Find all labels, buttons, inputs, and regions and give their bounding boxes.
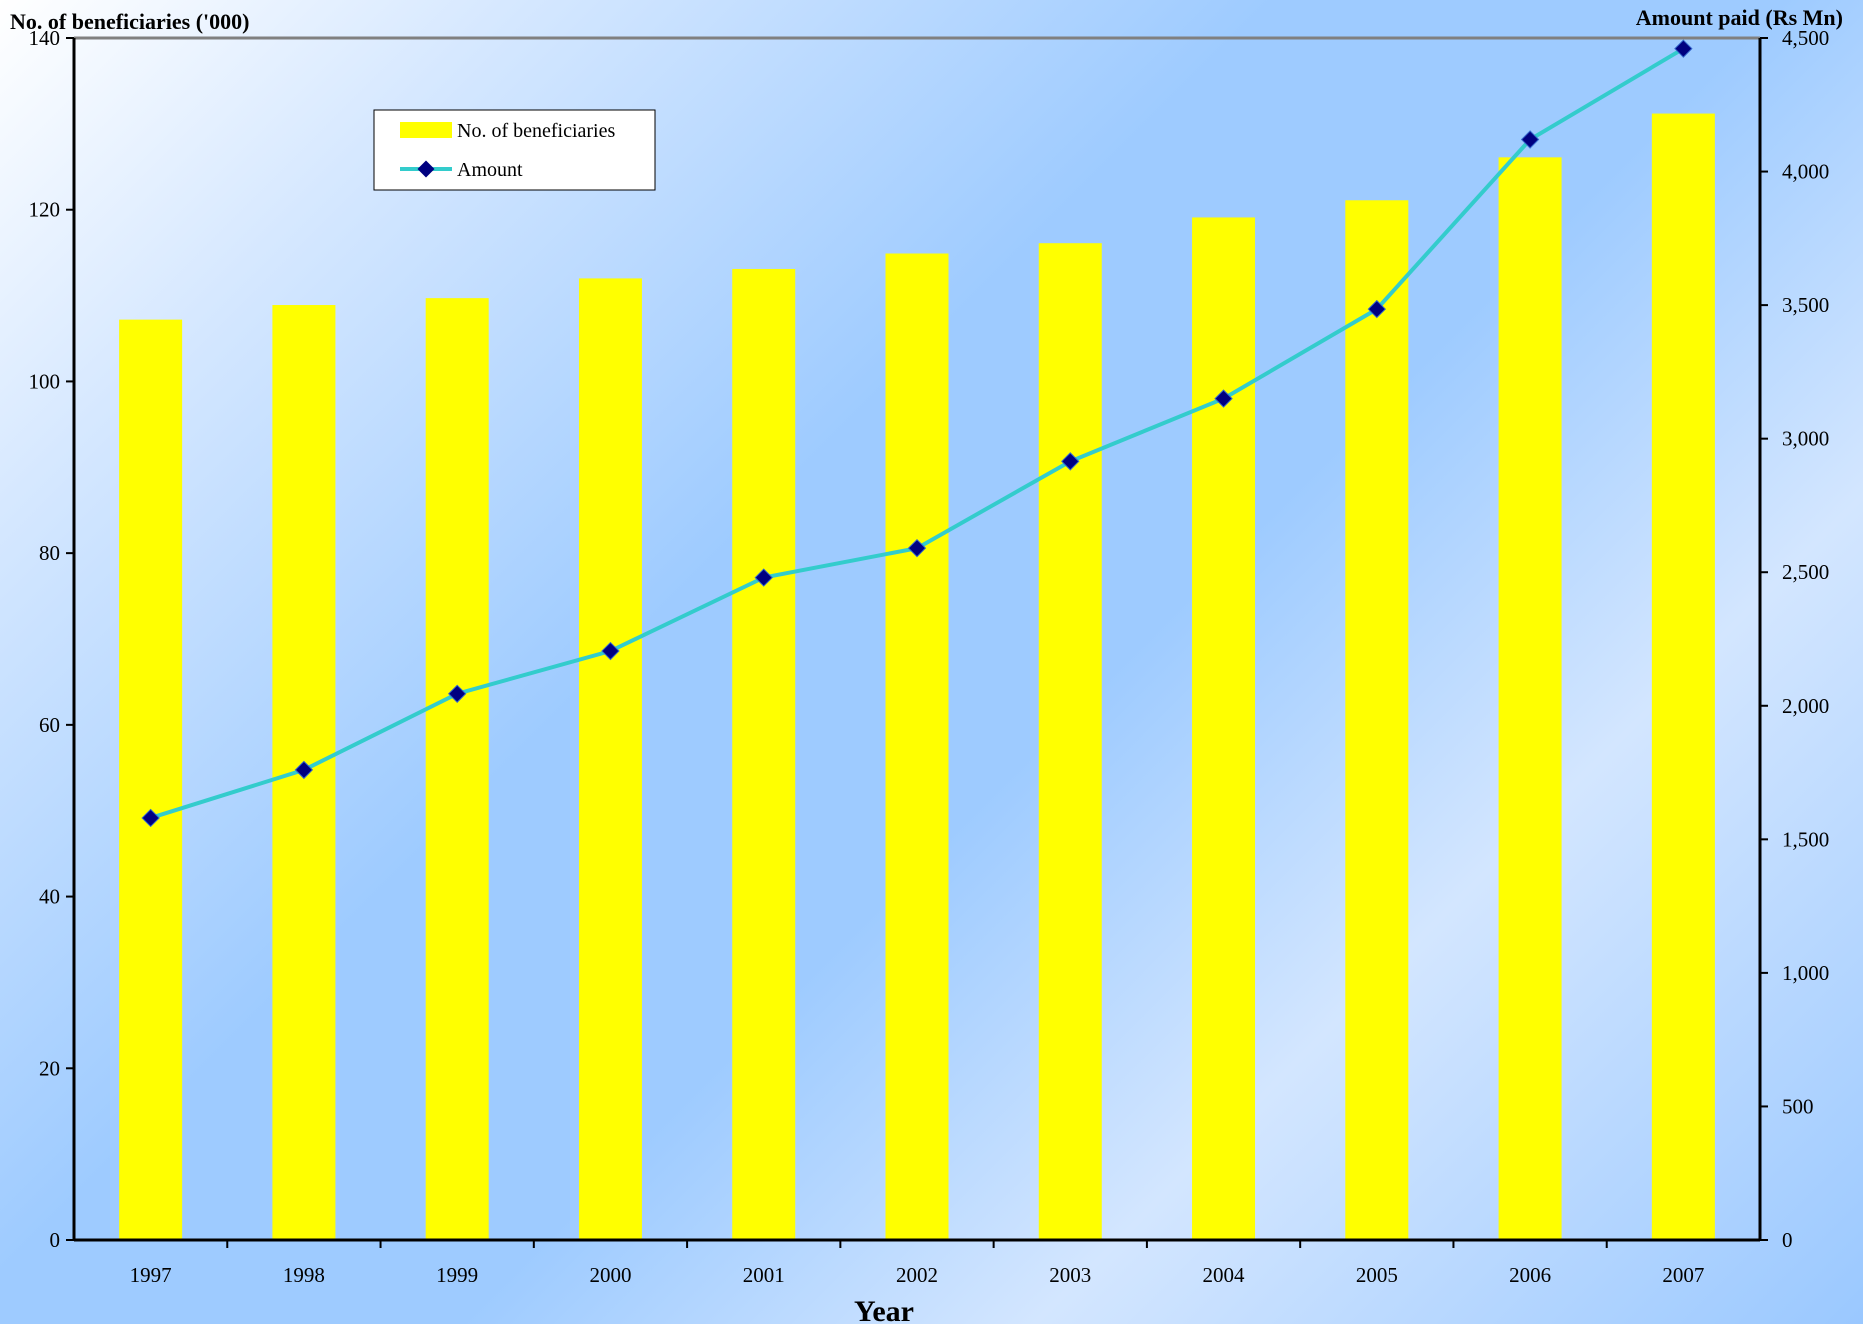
legend-label-amount: Amount [457,159,523,181]
x-tick-label-1997: 1997 [130,1263,172,1287]
left-tick-label: 0 [50,1228,61,1252]
legend-swatch-beneficiaries [400,122,452,138]
right-tick-label: 4,000 [1782,160,1829,184]
x-tick-label-2007: 2007 [1662,1263,1704,1287]
x-tick-label-2001: 2001 [743,1263,785,1287]
right-axis-title: Amount paid (Rs Mn) [1636,5,1843,30]
left-tick-label: 20 [39,1056,60,1080]
bar-2001 [732,268,796,1241]
legend-swatch-amount-marker [417,160,435,178]
x-tick-label-1998: 1998 [283,1263,325,1287]
left-tick-label: 80 [39,541,60,565]
right-tick-label: 500 [1782,1094,1814,1118]
left-tick-label: 100 [29,369,61,393]
right-tick-label: 2,500 [1782,560,1829,584]
left-axis-title: No. of beneficiaries ('000) [10,9,250,34]
x-tick-label-2004: 2004 [1203,1263,1246,1287]
amount-point-1998 [294,760,314,780]
bar-2007 [1651,113,1715,1240]
amount-point-2004 [1214,389,1233,408]
bar-1997 [119,319,183,1240]
right-tick-label: 1,000 [1782,961,1829,985]
x-tick-label-2000: 2000 [589,1263,631,1287]
x-axis-title: Year [854,1295,914,1324]
bar-2004 [1192,217,1256,1241]
left-tick-label: 40 [39,885,60,909]
legend: No. of beneficiaries Amount [373,109,656,191]
x-tick-label-2002: 2002 [896,1263,938,1287]
left-tick-label: 120 [29,198,61,222]
x-tick-label-2006: 2006 [1509,1263,1551,1287]
amount-point-1997 [141,808,160,828]
x-tick-label-1999: 1999 [436,1263,478,1287]
legend-label-beneficiaries: No. of beneficiaries [457,120,615,142]
amount-point-1999 [447,684,467,703]
bar-series [119,113,1715,1241]
bar-1999 [425,298,489,1240]
amount-point-2001 [754,568,773,587]
tick-labels: 0 20 40 60 80 100 120 140 0 500 1,000 1,500 2,000 2,5… [29,26,1830,1287]
amount-point-2003 [1061,452,1080,471]
axes [66,36,1768,1248]
bar-2006 [1498,157,1562,1240]
right-tick-label: 3,000 [1782,427,1829,451]
bar-2003 [1038,243,1102,1240]
right-tick-label: 2,000 [1782,694,1829,718]
amount-point-2006 [1520,130,1540,149]
amount-point-2000 [601,641,620,661]
bar-2000 [578,278,642,1240]
left-tick-label: 140 [29,26,61,50]
amount-point-2005 [1367,299,1387,319]
right-tick-label: 3,500 [1782,293,1829,317]
right-tick-label: 4,500 [1782,26,1829,50]
bar-2005 [1345,200,1409,1240]
left-tick-label: 60 [39,713,60,737]
line-series [141,39,1693,828]
x-tick-label-2005: 2005 [1356,1263,1398,1287]
amount-point-2007 [1674,39,1693,58]
right-tick-label: 0 [1782,1228,1793,1252]
right-tick-label: 1,500 [1782,827,1829,851]
x-tick-label-2003: 2003 [1049,1263,1091,1287]
amount-point-2002 [907,538,927,558]
bar-2002 [885,253,949,1240]
